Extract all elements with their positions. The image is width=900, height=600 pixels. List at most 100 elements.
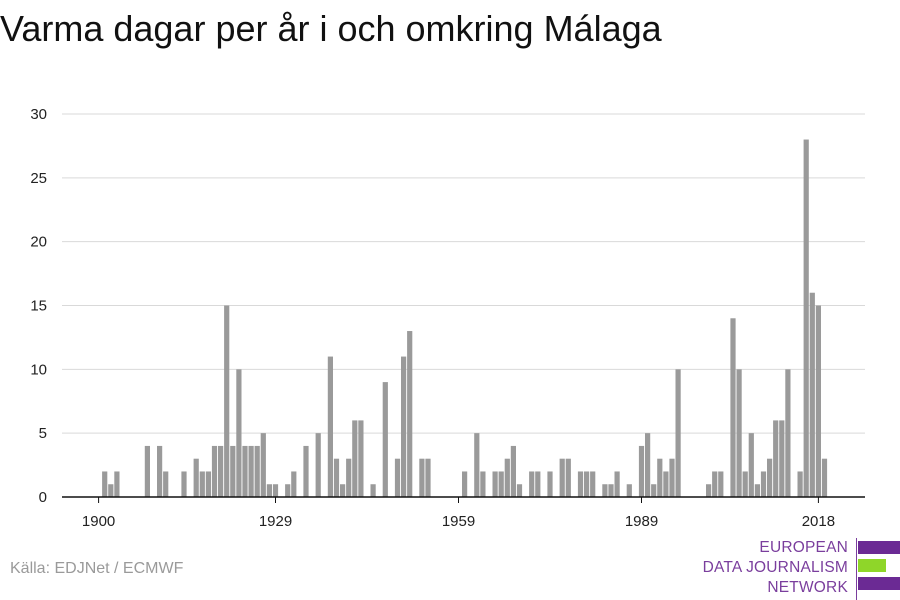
bar-1995 (675, 369, 681, 497)
y-tick-label-5: 5 (39, 425, 47, 442)
y-tick-labels: 0 5 10 15 20 25 30 (30, 106, 47, 506)
bar-1922 (230, 445, 236, 497)
bar-2010 (767, 458, 773, 497)
logo-line-3: NETWORK (767, 579, 848, 596)
bar-1980 (584, 471, 590, 497)
bar-1989 (638, 445, 645, 497)
bar-1928 (266, 484, 272, 497)
edjnet-logo: EUROPEAN DATA JOURNALISM NETWORK (700, 538, 900, 600)
bar-1936 (315, 433, 321, 497)
y-tick-label-15: 15 (30, 298, 47, 315)
bar-1969 (516, 484, 523, 497)
bar-1981 (590, 471, 596, 497)
bar-1951 (407, 331, 413, 497)
bar-1934 (303, 445, 309, 497)
bar-1903 (114, 471, 120, 497)
bar-2009 (760, 471, 767, 497)
bar-1992 (657, 458, 663, 497)
bar-1911 (163, 471, 169, 497)
bar-2000 (706, 484, 712, 497)
logo-divider (856, 538, 857, 600)
bar-1921 (224, 305, 230, 497)
bar-1983 (602, 484, 608, 497)
bar-1949 (394, 458, 401, 497)
bar-2006 (742, 471, 748, 497)
logo-line-1: EUROPEAN (759, 539, 848, 556)
bar-2007 (748, 433, 754, 497)
bar-1966 (498, 471, 504, 497)
x-tick-label-1929: 1929 (259, 513, 292, 530)
bar-1962 (474, 433, 480, 497)
bar-1925 (248, 445, 254, 497)
x-tick-label-1900: 1900 (82, 513, 115, 530)
bar-1918 (205, 471, 211, 497)
bar-1984 (608, 484, 614, 497)
bar-1979 (577, 471, 584, 497)
bar-2017 (809, 292, 815, 497)
bar-1972 (535, 471, 541, 497)
bar-2019 (821, 458, 828, 497)
bar-1968 (510, 445, 516, 497)
bar-1960 (462, 471, 468, 497)
bar-1929 (272, 484, 279, 497)
x-tick-label-2018: 2018 (802, 513, 835, 530)
bar-2016 (803, 139, 809, 498)
bar-1965 (492, 471, 498, 497)
bar-1950 (401, 356, 407, 497)
bar-1942 (352, 420, 358, 497)
logo-bar-green (858, 559, 886, 572)
y-tick-label-20: 20 (30, 234, 47, 251)
logo-bar-purple-bottom (858, 577, 900, 590)
bar-1910 (157, 445, 163, 497)
bar-1938 (327, 356, 333, 497)
bar-1963 (480, 471, 486, 497)
bar-1971 (529, 471, 535, 497)
bar-1990 (645, 433, 651, 497)
bar-1947 (382, 382, 388, 497)
x-tick-label-1989: 1989 (625, 513, 658, 530)
y-tick-label-25: 25 (30, 170, 47, 187)
y-tick-label-0: 0 (39, 489, 47, 506)
bar-1927 (260, 433, 266, 497)
logo-text: EUROPEAN DATA JOURNALISM NETWORK (703, 538, 848, 598)
bar-1924 (242, 445, 248, 497)
bar-2005 (736, 369, 742, 497)
bar-1926 (254, 445, 260, 497)
bar-1919 (211, 445, 218, 497)
chart-title: Varma dagar per år i och omkring Málaga (0, 8, 662, 49)
bar-1931 (285, 484, 291, 497)
gridlines (62, 113, 865, 434)
bar-1920 (218, 445, 224, 497)
bar-1908 (144, 445, 150, 497)
bar-2001 (712, 471, 718, 497)
bar-2004 (730, 318, 736, 497)
y-tick-label-10: 10 (30, 361, 47, 378)
bar-2018 (815, 305, 821, 497)
bar-1994 (669, 458, 675, 497)
bar-1991 (651, 484, 657, 497)
bar-2008 (754, 484, 760, 497)
bar-1943 (358, 420, 364, 497)
bar-1987 (626, 484, 632, 497)
y-tick-label-30: 30 (30, 106, 47, 123)
bar-1953 (419, 458, 425, 497)
bar-1939 (333, 458, 340, 497)
bar-2012 (779, 420, 785, 497)
source-note: Källa: EDJNet / ECMWF (10, 560, 184, 577)
bar-2002 (718, 471, 724, 497)
bar-1977 (565, 458, 571, 497)
bar-1967 (504, 458, 510, 497)
bar-1976 (559, 458, 565, 497)
logo-bar-purple-top (858, 541, 900, 554)
bar-chart: 0 5 10 15 20 25 30 1900 1929 1959 1989 2018 (30, 106, 865, 530)
x-tick-label-1959: 1959 (442, 513, 475, 530)
bar-1954 (425, 458, 431, 497)
logo-line-2: DATA JOURNALISM (702, 559, 848, 576)
bars (102, 139, 828, 498)
bar-1940 (340, 484, 346, 497)
bar-1923 (236, 369, 242, 497)
bar-1985 (614, 471, 620, 497)
bar-2011 (773, 420, 779, 497)
bar-1974 (547, 471, 553, 497)
bar-1902 (108, 484, 114, 497)
